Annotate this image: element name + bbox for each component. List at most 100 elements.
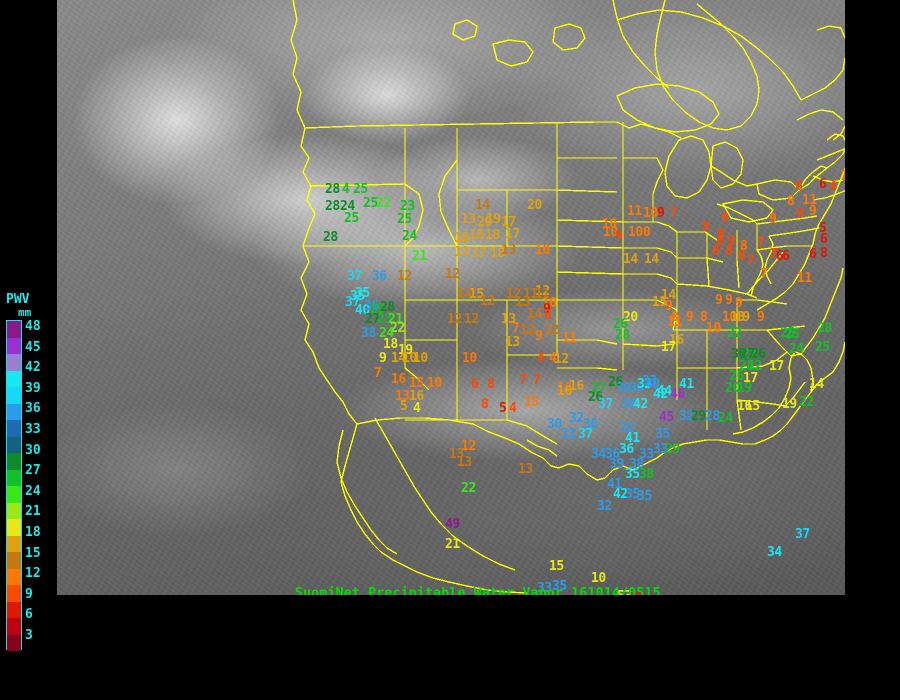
- station-pwv-value: 9: [379, 351, 387, 366]
- station-pwv-value: 13: [505, 335, 520, 350]
- pwv-colorbar: PWV mm 48 45 42 39 36 33 30 27 24 21 18 15 12 9 6 3: [0, 292, 57, 660]
- station-pwv-value: 33: [653, 442, 668, 457]
- station-pwv-value: 8: [738, 249, 746, 264]
- station-pwv-value: 4: [829, 179, 837, 194]
- colorbar-tick-label: 33: [25, 422, 41, 437]
- station-pwv-value: 13: [449, 447, 464, 462]
- station-pwv-value: 22: [742, 347, 757, 362]
- station-pwv-value: 6: [782, 249, 790, 264]
- station-pwv-value: 16: [409, 389, 424, 404]
- station-pwv-value: 38: [583, 417, 598, 432]
- station-pwv-value: 9: [725, 293, 733, 308]
- station-pwv-value: 8: [544, 308, 552, 323]
- station-pwv-value: 8: [820, 246, 828, 261]
- station-pwv-value: 25: [785, 327, 800, 342]
- colorbar-swatch: [7, 552, 21, 569]
- station-pwv-value: 32: [619, 421, 634, 436]
- station-pwv-value: 38: [620, 397, 635, 412]
- station-pwv-value: 8: [481, 397, 489, 412]
- station-pwv-value: 37: [795, 527, 810, 542]
- station-pwv-value: 13: [515, 295, 530, 310]
- station-pwv-value: 4: [537, 351, 545, 366]
- station-pwv-value: 38: [639, 467, 654, 482]
- station-pwv-value: 26: [588, 390, 603, 405]
- colorbar-tick-label: 18: [25, 525, 41, 540]
- station-pwv-value: 30: [547, 417, 562, 432]
- colorbar-unit-label: mm: [18, 306, 32, 319]
- station-pwv-value: 8: [787, 194, 795, 209]
- station-pwv-value: 10: [427, 376, 442, 391]
- station-pwv-value: 17: [661, 340, 676, 355]
- colorbar-swatch: [7, 535, 21, 552]
- station-pwv-value: 8: [716, 234, 724, 249]
- station-pwv-value: 12: [397, 269, 412, 284]
- station-pwv-value: 32: [569, 411, 584, 426]
- station-pwv-value: 19: [782, 397, 797, 412]
- station-pwv-value: 21: [412, 249, 427, 264]
- colorbar-swatch: [7, 585, 21, 602]
- station-pwv-value: 13: [501, 243, 516, 258]
- station-pwv-value: 12: [535, 284, 550, 299]
- colorbar-tick-label: 27: [25, 463, 41, 479]
- station-pwv-value: 37: [598, 397, 613, 412]
- colorbar-swatch: [7, 387, 21, 404]
- colorbar-swatch: [7, 370, 21, 387]
- station-pwv-value: 26: [608, 375, 623, 390]
- station-pwv-value: 9: [665, 299, 673, 314]
- station-pwv-value: 10: [542, 296, 557, 311]
- station-pwv-value: 25: [780, 326, 795, 341]
- station-pwv-value: 38: [629, 457, 644, 472]
- station-pwv-value: 28: [325, 182, 340, 197]
- colorbar-swatch: [7, 469, 21, 486]
- satellite-image-panel: 28 4 25 28 24 25 22 23 25 28 25 24 14 20 20 17 13 19 18 18 1…: [57, 0, 845, 595]
- station-pwv-value: 14: [809, 377, 824, 392]
- station-pwv-value: 9: [715, 293, 723, 308]
- station-pwv-value: 8: [725, 244, 733, 259]
- station-pwv-value: 12: [480, 294, 495, 309]
- colorbar-tick-label: 48: [25, 319, 41, 334]
- station-pwv-value: 15: [652, 295, 667, 310]
- station-pwv-value: 5: [400, 399, 408, 414]
- station-pwv-value: 4: [549, 351, 557, 366]
- colorbar-tick-label: 24: [25, 483, 41, 499]
- station-pwv-value: 40: [645, 377, 660, 392]
- station-pwv-value: 26: [613, 317, 628, 332]
- station-pwv-value: 6: [471, 377, 479, 392]
- station-pwv-value: 22: [461, 481, 476, 496]
- station-pwv-value: 12: [554, 352, 569, 367]
- station-pwv-value: 24: [379, 326, 394, 341]
- station-pwv-value: 22: [727, 326, 742, 341]
- station-pwv-value: 7: [533, 373, 541, 388]
- product-caption: SuomiNet Precipitable Water Vapor 161014…: [295, 586, 661, 595]
- station-pwv-value: 36: [619, 442, 634, 457]
- station-pwv-value: 28: [705, 409, 720, 424]
- station-pwv-value: 35: [637, 489, 652, 504]
- station-pwv-value: 25: [397, 212, 412, 227]
- colorbar-tick-label: 45: [25, 339, 41, 355]
- station-pwv-value: 9: [796, 207, 804, 222]
- colorbar-title: PWV: [6, 292, 30, 307]
- station-pwv-value: 26: [751, 347, 766, 362]
- station-pwv-value: 35: [355, 286, 370, 301]
- station-pwv-value: 25: [815, 340, 830, 355]
- colorbar-swatch: [7, 420, 21, 437]
- station-pwv-value: 35: [625, 487, 640, 502]
- colorbar-tick-label: 9: [25, 586, 33, 602]
- station-pwv-value: 29: [370, 302, 385, 317]
- station-pwv-value: 16: [737, 399, 752, 414]
- station-pwv-value: 25: [363, 196, 378, 211]
- station-pwv-value: 41: [625, 431, 640, 446]
- station-pwv-value: 19: [398, 343, 413, 358]
- station-pwv-value: 37: [345, 295, 360, 310]
- station-pwv-value: 11: [797, 271, 812, 286]
- colorbar-swatch: [7, 568, 21, 585]
- station-pwv-value: 22: [747, 359, 762, 374]
- station-pwv-value: 15: [549, 559, 564, 574]
- station-pwv-value: 10: [462, 351, 477, 366]
- station-pwv-value: 42: [613, 487, 628, 502]
- station-pwv-value: 34: [767, 545, 782, 560]
- station-pwv-value: 29: [665, 442, 680, 457]
- station-pwv-value: 34: [591, 447, 606, 462]
- station-pwv-value: 9: [543, 302, 551, 317]
- station-pwv-value: 27: [740, 347, 755, 362]
